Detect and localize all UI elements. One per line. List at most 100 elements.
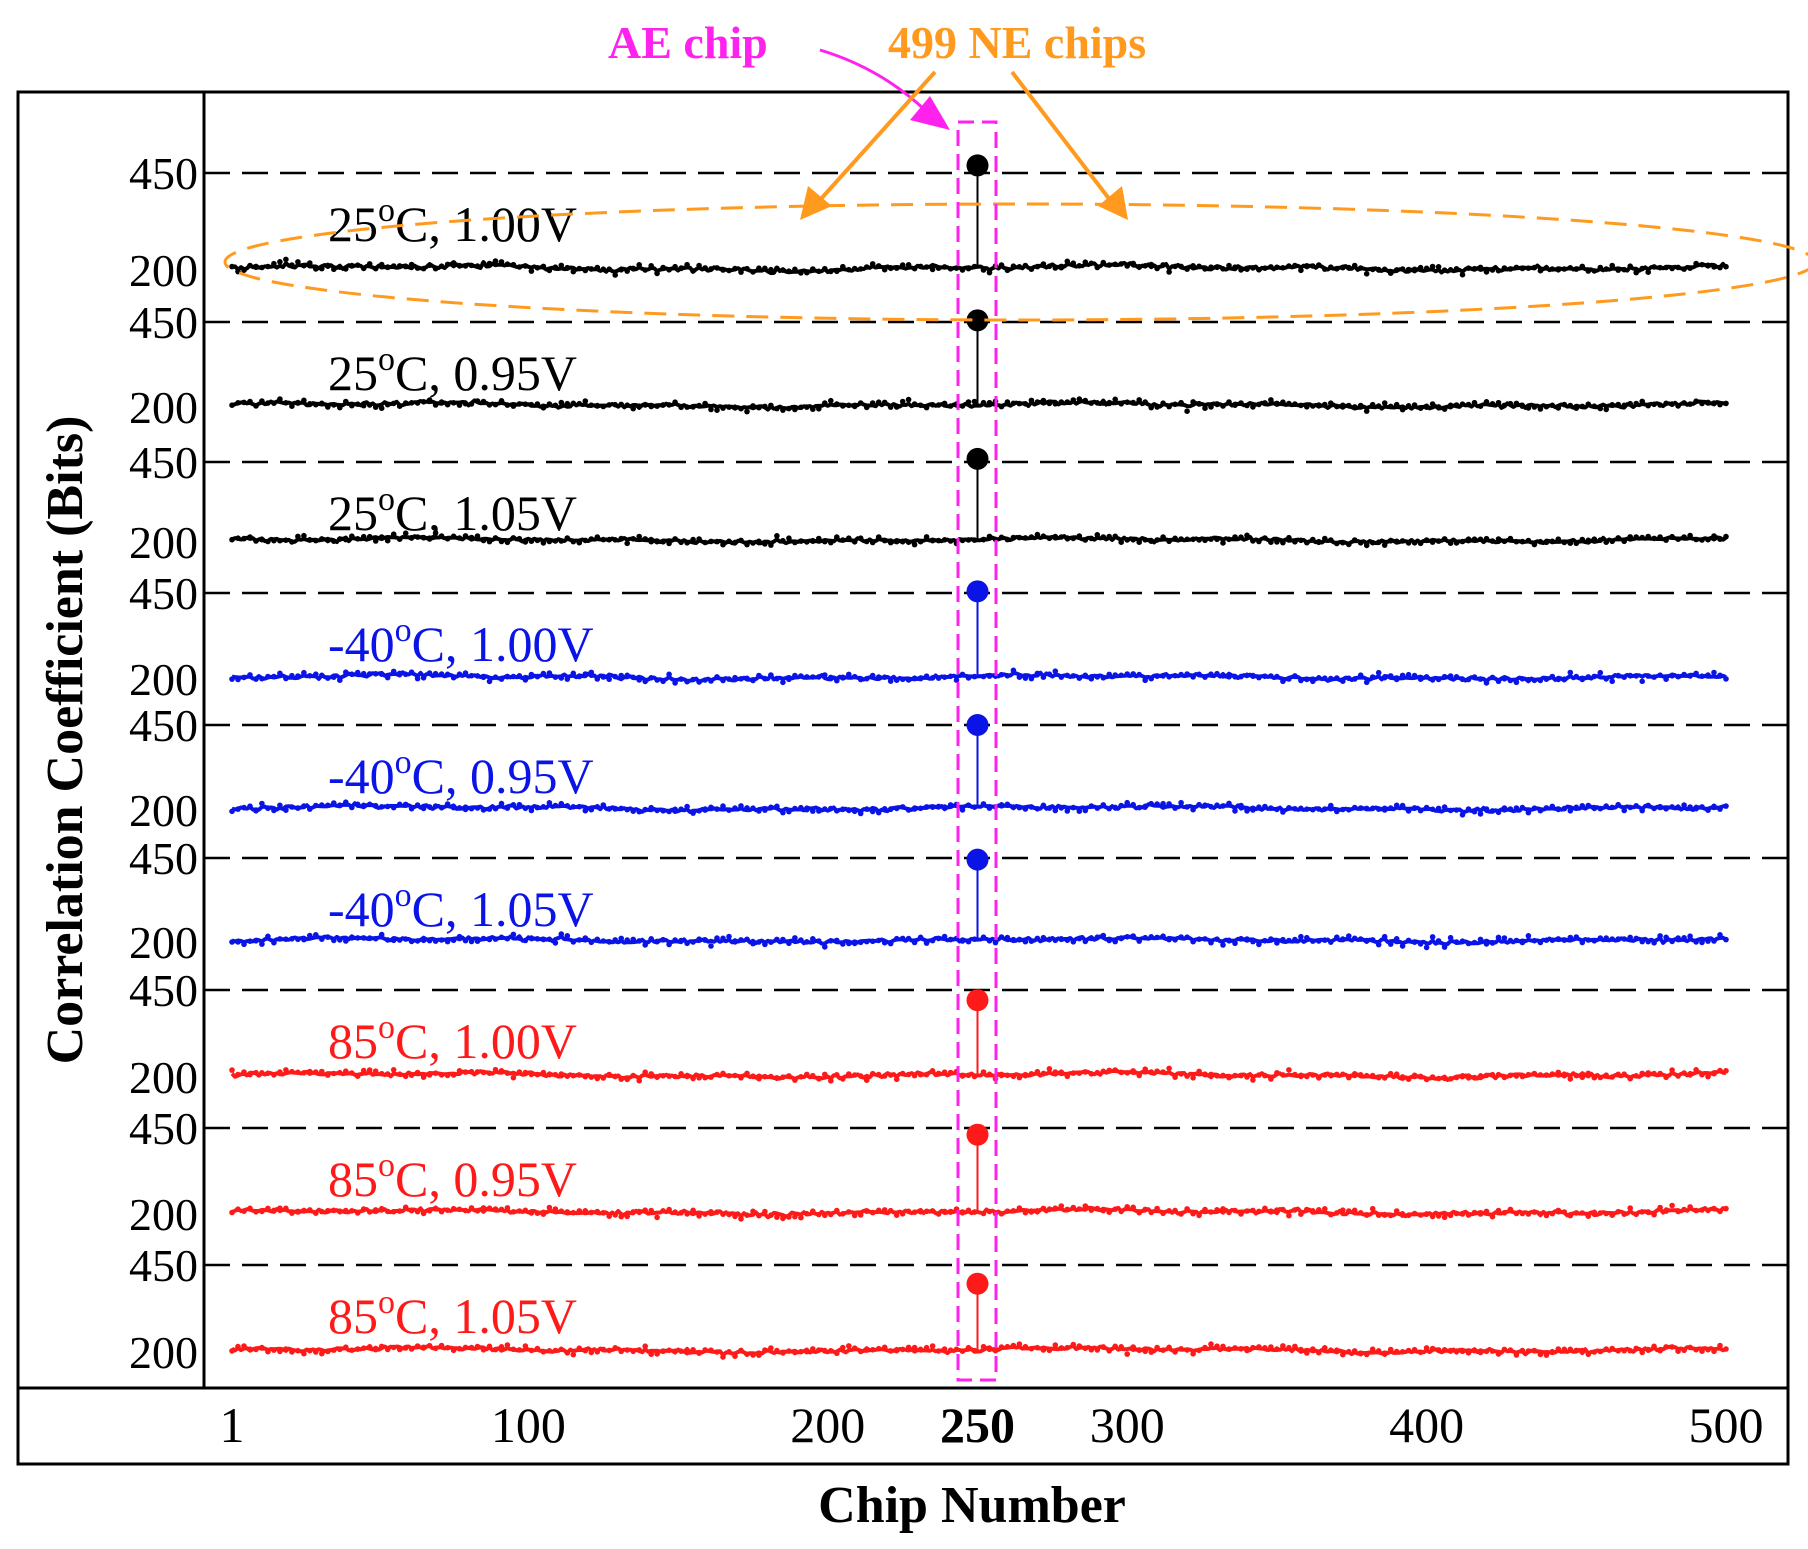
ne-chip-point	[1501, 935, 1508, 941]
ne-chip-point	[366, 1344, 373, 1350]
ne-chip-point	[1351, 1348, 1358, 1354]
ne-chip-point	[1040, 934, 1047, 941]
ne-chip-point	[313, 537, 319, 544]
ne-chip-point	[1202, 674, 1208, 680]
ne-chip-point	[1489, 267, 1496, 273]
ne-chip-point	[241, 535, 247, 542]
ne-chip-point	[606, 1347, 612, 1354]
ne-chip-point	[247, 938, 253, 944]
ne-chip-point	[834, 808, 840, 814]
ne-chip-point	[1046, 1206, 1053, 1213]
ne-chip-point	[337, 264, 343, 271]
ne-chip-point	[1232, 264, 1238, 271]
ne-chip-point	[762, 941, 768, 948]
ne-chip-point	[1645, 1070, 1651, 1076]
ne-chip-point	[1603, 406, 1609, 413]
ne-chip-point	[1160, 673, 1166, 679]
ne-chip-point	[1202, 1071, 1208, 1077]
ne-chip-point	[684, 803, 690, 810]
ae-chip-point	[966, 989, 989, 1012]
ne-chip-point	[869, 1347, 876, 1353]
ne-chip-point	[1663, 537, 1669, 543]
ne-chip-point	[762, 541, 768, 547]
ne-chip-point	[366, 1209, 373, 1215]
ne-chip-point	[1028, 1071, 1035, 1077]
ne-chip-point	[648, 1071, 654, 1077]
ne-chip-point	[642, 267, 648, 273]
ne-chip-point	[1262, 1072, 1268, 1079]
ne-chip-point	[1142, 934, 1148, 941]
ne-chip-point	[881, 806, 888, 812]
ne-chip-point	[887, 940, 894, 947]
ne-chip-point	[1579, 1210, 1586, 1216]
ne-chip-point	[1405, 937, 1412, 944]
ne-series-line	[231, 534, 1728, 546]
ne-chip-point	[1393, 1348, 1400, 1355]
ne-chip-point	[1525, 1071, 1532, 1078]
ne-chip-point	[462, 670, 469, 676]
ne-chip-point	[1717, 932, 1723, 938]
ne-chip-point	[1555, 1346, 1562, 1352]
ne-chip-point	[540, 540, 547, 546]
ne-chip-point	[241, 941, 247, 948]
ne-chip-point	[1543, 676, 1550, 682]
ne-chip-point	[1621, 807, 1627, 814]
ne-chip-point	[295, 1209, 301, 1215]
ne-chip-point	[1334, 1210, 1340, 1216]
ne-chip-point	[534, 537, 541, 544]
ne-chip-point	[624, 806, 630, 813]
ne-chip-point	[1172, 1349, 1178, 1355]
ne-chip-point	[1375, 1074, 1382, 1081]
ne-chip-point	[1477, 811, 1484, 817]
ne-chip-point	[1585, 537, 1592, 544]
ne-chip-point	[1274, 806, 1280, 813]
ne-chip-point	[708, 1074, 714, 1080]
ne-chip-point	[929, 1208, 936, 1214]
ne-chip-point	[582, 1073, 589, 1080]
ne-chip-point	[600, 1346, 607, 1353]
ne-chip-point	[1334, 403, 1340, 410]
ne-chips-annotation: 499 NE chips	[888, 17, 1146, 68]
ne-chip-point	[1615, 1348, 1621, 1354]
ne-chip-point	[1118, 802, 1124, 809]
ne-chip-point	[1459, 812, 1466, 818]
ne-chip-point	[606, 1071, 612, 1078]
ne-chip-point	[1423, 1345, 1430, 1351]
ne-chip-point	[1280, 936, 1286, 943]
ne-chip-point	[1639, 678, 1645, 685]
ne-chip-point	[1028, 1208, 1035, 1214]
ne-chip-point	[774, 1214, 780, 1220]
ne-chip-point	[1429, 1345, 1436, 1352]
ne-chip-point	[1537, 267, 1544, 274]
ne-chip-point	[1657, 1204, 1663, 1211]
ne-chip-point	[1052, 937, 1059, 944]
ne-chip-point	[696, 1350, 702, 1356]
ne-chip-point	[319, 265, 325, 272]
ne-chip-point	[1399, 1074, 1406, 1080]
ne-chip-point	[402, 400, 409, 406]
ne-chip-point	[1681, 1206, 1687, 1213]
ne-chip-point	[510, 673, 517, 680]
ne-chip-point	[516, 401, 523, 407]
ne-chip-point	[965, 938, 972, 945]
ne-chip-point	[259, 675, 265, 682]
ne-chip-point	[1190, 938, 1196, 945]
ne-chip-point	[816, 1347, 822, 1353]
ne-chip-point	[863, 675, 870, 682]
ne-chip-point	[247, 534, 253, 540]
ne-chip-point	[1202, 537, 1208, 544]
ne-chip-point	[247, 398, 253, 405]
ne-chip-point	[474, 673, 481, 679]
ne-chip-point	[1711, 669, 1717, 676]
ne-chip-point	[941, 1069, 948, 1075]
ne-chip-point	[337, 404, 343, 411]
ne-chip-point	[696, 679, 702, 685]
ne-chip-point	[301, 1070, 307, 1076]
ne-chip-point	[1118, 672, 1124, 679]
ne-chip-point	[1507, 937, 1514, 944]
ne-chip-point	[1226, 674, 1232, 680]
ne-chip-point	[241, 399, 247, 406]
y-tick-label-200: 200	[129, 917, 198, 968]
ne-chip-point	[301, 532, 307, 539]
ne-chip-point	[678, 1210, 684, 1216]
